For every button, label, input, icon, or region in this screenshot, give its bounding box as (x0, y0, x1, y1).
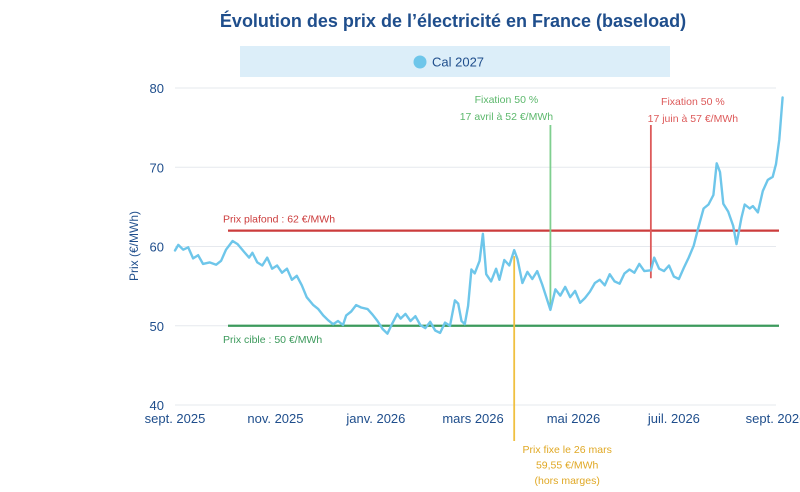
reference-lines: Prix plafond : 62 €/MWh Prix cible : 50 €… (223, 214, 779, 346)
annotation-text: Fixation 50 % (475, 94, 539, 106)
annotation-text: Prix fixe le 26 mars (523, 444, 612, 456)
reference-line-label: Prix plafond : 62 €/MWh (223, 214, 335, 226)
x-tick-label: sept. 2025 (145, 411, 206, 426)
annotation-text: 59,55 €/MWh (536, 460, 599, 472)
chart-title: Évolution des prix de l’électricité en F… (220, 10, 686, 31)
y-tick-label: 80 (150, 81, 164, 96)
legend[interactable]: Cal 2027 (240, 46, 670, 77)
y-axis: 40 50 60 70 80 (150, 81, 164, 413)
x-tick-label: nov. 2025 (247, 411, 303, 426)
legend-label: Cal 2027 (432, 55, 484, 70)
annotation-text: (hors marges) (535, 475, 600, 487)
series-layer (173, 96, 784, 335)
y-axis-label: Prix (€/MWh) (127, 211, 141, 281)
x-tick-label: mars 2026 (442, 411, 503, 426)
annotation-text: 17 juin à 57 €/MWh (648, 113, 739, 125)
x-tick-label: sept. 2026 (746, 411, 800, 426)
y-tick-label: 40 (150, 398, 164, 413)
y-tick-label: 60 (150, 240, 164, 255)
annotation-text: Fixation 50 % (661, 96, 725, 108)
series-line-cal-2027 (173, 96, 784, 335)
x-tick-label: mai 2026 (547, 411, 600, 426)
reference-line-label: Prix cible : 50 €/MWh (223, 334, 322, 346)
grid (175, 87, 776, 406)
annotations: Fixation 50 % 17 avril à 52 €/MWh Fixation… (460, 94, 739, 487)
annotation-text: 17 avril à 52 €/MWh (460, 111, 554, 123)
x-axis: sept. 2025 nov. 2025 janv. 2026 mars 2026 ma… (145, 411, 800, 426)
legend-box (240, 46, 670, 77)
legend-marker (413, 55, 427, 69)
y-tick-label: 50 (150, 319, 164, 334)
x-tick-label: juil. 2026 (647, 411, 700, 426)
x-tick-label: janv. 2026 (345, 411, 405, 426)
y-tick-label: 70 (150, 160, 164, 175)
